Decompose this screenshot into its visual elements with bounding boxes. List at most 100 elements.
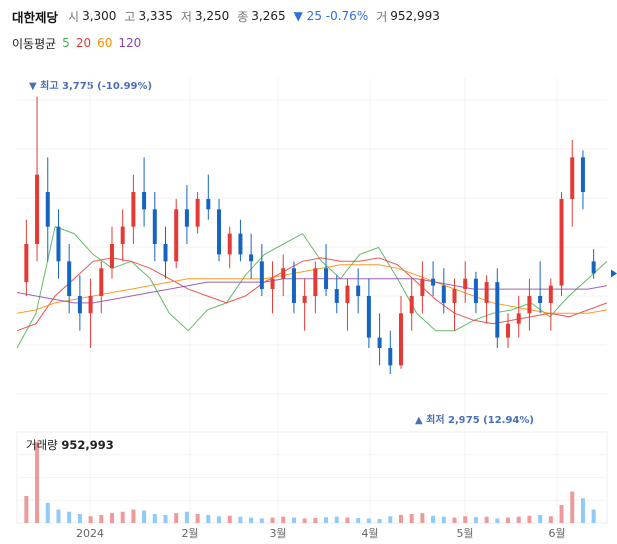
ma-legend-item-20[interactable]: 20 [75, 36, 92, 50]
volume-bar [88, 516, 93, 523]
candle-body [463, 278, 468, 290]
candle-body [441, 285, 446, 303]
candle-body [377, 337, 382, 348]
x-tick-label: 2024 [76, 527, 104, 540]
volume-bar [184, 511, 189, 523]
volume-bar [313, 518, 318, 523]
volume-value: 952,993 [390, 9, 440, 23]
volume-bar [495, 518, 500, 523]
candle-body [206, 198, 211, 210]
volume-bar [356, 518, 361, 523]
candle-body [270, 278, 275, 290]
candle-body [559, 198, 564, 286]
low-label: 저 [180, 9, 192, 24]
ma-legend-item-60[interactable]: 60 [97, 36, 113, 50]
volume-bar [570, 491, 575, 523]
open-label: 시 [68, 9, 80, 24]
volume-bar [249, 517, 254, 523]
candle-body [570, 157, 575, 199]
volume-bar [174, 513, 179, 523]
volume-bar [195, 514, 200, 523]
candle-body [591, 261, 596, 274]
candle-body [45, 192, 50, 227]
candle-body [227, 233, 232, 255]
candle-body [56, 226, 61, 262]
open-value: 3,300 [82, 9, 117, 23]
candle-body [67, 261, 72, 296]
volume-bar [152, 514, 157, 523]
volume-bar [45, 502, 50, 523]
volume-bar [67, 511, 72, 523]
volume-bar [398, 514, 403, 523]
volume-bar [270, 517, 275, 523]
volume-bar [324, 517, 329, 523]
volume-bar [77, 514, 82, 523]
candle-body [302, 296, 307, 303]
candle-body [131, 192, 136, 227]
candle-body [174, 209, 179, 262]
candle-body [88, 296, 93, 314]
candle-body [152, 209, 157, 244]
volume-bar [473, 517, 478, 523]
volume-bar [238, 516, 243, 523]
ma-legend-item-120[interactable]: 120 [118, 36, 142, 50]
volume-bar [206, 514, 211, 523]
volume-bar [259, 518, 264, 523]
candle-body [313, 268, 318, 296]
low-value: 3,250 [194, 9, 230, 23]
volume-bar [452, 517, 457, 523]
close-value: 3,265 [251, 9, 286, 23]
candle-body [345, 285, 350, 303]
close-label: 종 [237, 9, 249, 24]
candle-body [109, 244, 114, 269]
volume-bar [24, 496, 29, 523]
volume-bar [431, 515, 436, 523]
ma-legend-item-5[interactable]: 5 [62, 36, 70, 50]
candle-body [195, 198, 200, 227]
ma-line-60 [16, 264, 608, 314]
volume-bar [131, 509, 136, 523]
volume-bar [366, 518, 371, 523]
volume-bar [35, 442, 40, 523]
candle-body [334, 289, 339, 303]
volume-bar [484, 516, 489, 523]
volume-bar [388, 516, 393, 523]
volume-bar [142, 510, 147, 523]
high-label: 고 [124, 9, 136, 24]
candle-body [388, 348, 393, 366]
ma-line-5 [16, 226, 608, 349]
candle-body [527, 296, 532, 314]
candle-body [163, 244, 168, 262]
ma-legend: 이동평균 5 20 60 120 [12, 34, 147, 52]
volume-bar [120, 511, 125, 523]
volume-panel-label: 거래량 952,993 [26, 437, 114, 453]
volume-bar [99, 514, 104, 523]
candle-body [420, 278, 425, 296]
candle-body [217, 209, 222, 255]
candle-body [324, 268, 329, 290]
min-annotation: ▲ 최저 2,975 (12.94%) [415, 415, 534, 426]
volume-bar [227, 515, 232, 523]
candle-body [516, 313, 521, 324]
candle-body [184, 209, 189, 227]
ma-line-120 [16, 278, 608, 304]
price-header: 대한제당 시 3,300 고 3,335 저 3,250 종 3,265 ▼ 2… [12, 6, 448, 26]
x-tick-label: 5월 [456, 527, 473, 540]
volume-bar [291, 517, 296, 523]
x-tick-label: 6월 [548, 527, 565, 540]
candle-body [99, 268, 104, 296]
volume-bar [109, 513, 114, 523]
candle-body [281, 268, 286, 279]
ma-legend-title: 이동평균 [12, 36, 57, 51]
change-value: ▼ 25 -0.76% [293, 9, 369, 23]
volume-bar [538, 514, 543, 523]
candle-body [77, 296, 82, 314]
candle-body [580, 157, 585, 192]
candle-body [120, 226, 125, 244]
volume-bar [56, 509, 61, 523]
max-annotation: ▼ 최고 3,775 (-10.99%) [29, 81, 153, 92]
x-tick-label: 2월 [181, 527, 198, 540]
x-tick-label: 3월 [269, 527, 286, 540]
volume-label: 거 [376, 9, 388, 24]
